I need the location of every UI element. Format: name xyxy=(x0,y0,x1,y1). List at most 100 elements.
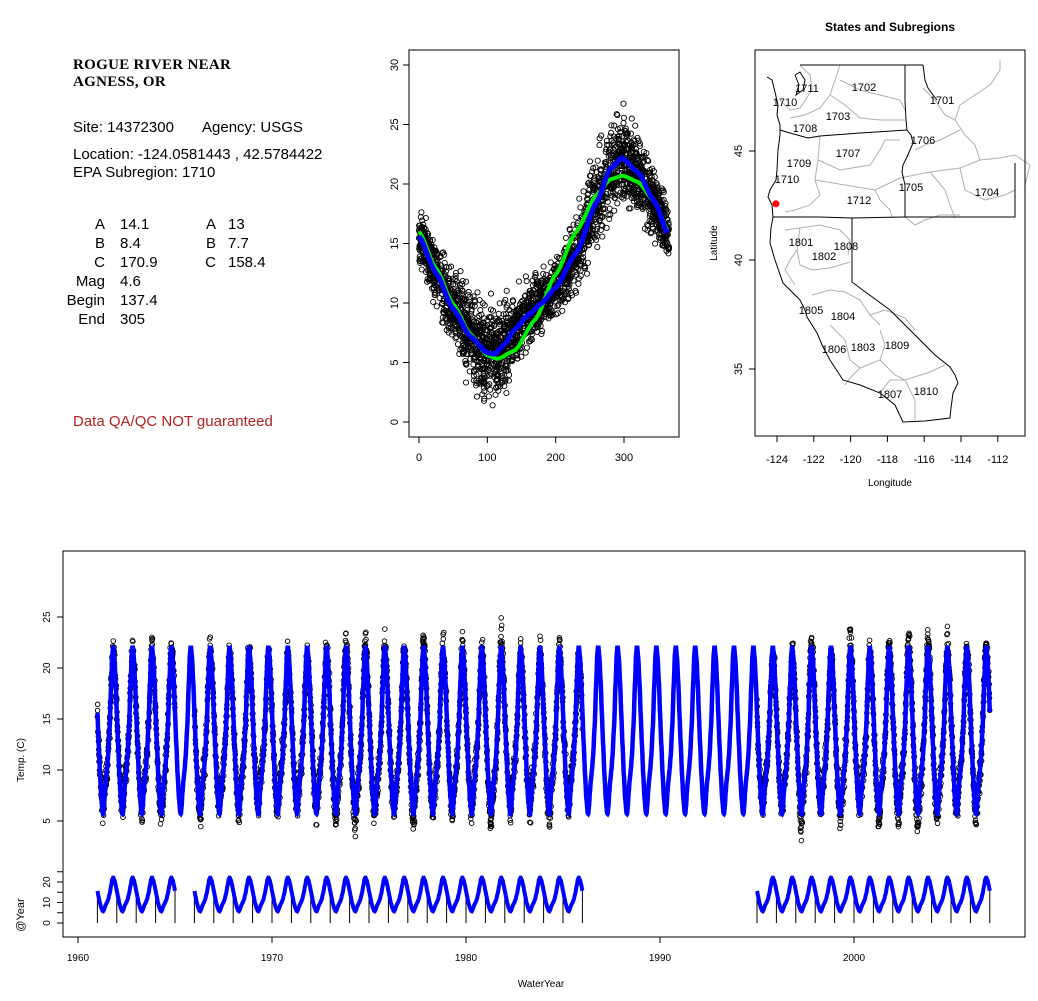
observation-point xyxy=(608,137,615,144)
observation-point xyxy=(130,638,136,645)
observation-point xyxy=(624,131,631,138)
observation-point xyxy=(500,375,507,382)
param-value: 8.4 xyxy=(120,235,141,252)
observation-point xyxy=(456,350,463,357)
observation-point xyxy=(416,257,423,264)
observation-point xyxy=(623,180,630,188)
observation-point xyxy=(532,290,539,297)
observation-point xyxy=(640,148,647,155)
observation-point xyxy=(639,205,646,213)
observation-point xyxy=(587,158,594,165)
subregion-boundary xyxy=(796,227,851,271)
observation-point xyxy=(547,309,554,317)
observation-point xyxy=(654,184,661,191)
observation-point xyxy=(480,319,487,326)
observation-point xyxy=(503,287,510,294)
observation-point xyxy=(664,239,671,247)
observation-point xyxy=(636,143,643,150)
observation-point xyxy=(613,111,620,118)
observation-point xyxy=(502,360,509,367)
observation-point xyxy=(614,112,621,119)
observation-point xyxy=(439,299,446,306)
observation-point xyxy=(595,206,602,213)
y-tick-label: 15 xyxy=(389,237,401,249)
y-tick-label-lower: 20 xyxy=(42,876,53,888)
param-value: 13 xyxy=(228,216,245,233)
observation-point xyxy=(478,329,485,336)
observation-point xyxy=(634,202,641,209)
observation-point xyxy=(656,231,663,238)
y-tick-label: 15 xyxy=(42,713,53,725)
observation-point xyxy=(594,157,601,164)
observation-point xyxy=(481,388,488,395)
site-marker xyxy=(772,200,780,208)
observation-point xyxy=(599,213,606,220)
observation-point xyxy=(606,215,613,223)
observation-point xyxy=(628,194,635,202)
x-tick-label: 100 xyxy=(478,452,496,464)
observation-point xyxy=(592,218,600,225)
observation-point xyxy=(620,195,627,202)
observation-point xyxy=(533,280,540,287)
observation-point xyxy=(465,338,472,345)
subregion-label: 1810 xyxy=(914,386,938,398)
observation-point xyxy=(593,236,600,243)
subregion-boundary xyxy=(811,289,881,326)
observation-point xyxy=(554,253,561,260)
observation-point xyxy=(459,628,466,635)
observation-point xyxy=(501,331,508,338)
observation-point xyxy=(484,327,491,334)
observation-point xyxy=(618,133,626,140)
y-tick-label: 40 xyxy=(733,254,745,266)
subregion-label: 1710 xyxy=(775,174,799,186)
observation-point xyxy=(547,259,554,266)
observation-point xyxy=(481,372,488,379)
observation-point xyxy=(522,349,529,356)
observation-point xyxy=(470,367,477,374)
subregion-boundary xyxy=(839,79,906,111)
observation-point xyxy=(468,306,475,313)
observation-point xyxy=(555,290,562,297)
param-label: Mag xyxy=(75,273,105,290)
state-boundary xyxy=(922,64,938,101)
state-boundary xyxy=(773,163,1016,219)
observation-point xyxy=(489,307,497,314)
observation-point xyxy=(485,362,493,369)
observation-point xyxy=(549,311,556,318)
observation-point xyxy=(583,270,591,277)
observation-point xyxy=(596,142,603,149)
observation-point xyxy=(485,393,492,400)
map-frame xyxy=(754,49,1026,437)
observation-point xyxy=(559,307,566,314)
x-tick-label: -122 xyxy=(803,454,825,466)
observation-point xyxy=(489,342,496,349)
observation-point xyxy=(574,256,581,263)
site-id: Site: 14372300 xyxy=(73,119,174,136)
observation-point xyxy=(575,280,582,287)
mag-fit-line xyxy=(416,154,670,357)
observation-point xyxy=(371,820,377,827)
observation-point xyxy=(474,361,481,368)
x-tick-label: 300 xyxy=(615,452,633,464)
site-title-line1: ROGUE RIVER NEAR xyxy=(73,57,232,73)
observation-point xyxy=(580,188,587,195)
observation-point xyxy=(557,291,564,299)
observation-point xyxy=(641,195,648,202)
subregion-label: 1805 xyxy=(799,305,823,317)
observation-point xyxy=(590,186,597,194)
observation-point xyxy=(548,296,555,303)
observation-point xyxy=(462,360,469,367)
subregion-label: 1705 xyxy=(899,182,923,194)
observation-point xyxy=(581,264,588,271)
observation-point xyxy=(488,371,495,378)
observation-point xyxy=(352,833,359,840)
observation-point xyxy=(476,312,483,319)
observation-point xyxy=(614,182,621,189)
observation-point xyxy=(503,367,510,374)
state-boundary xyxy=(794,71,806,97)
observation-point xyxy=(503,389,510,397)
observation-point xyxy=(522,292,529,299)
param-label: A xyxy=(205,216,216,233)
observation-point xyxy=(551,262,558,270)
